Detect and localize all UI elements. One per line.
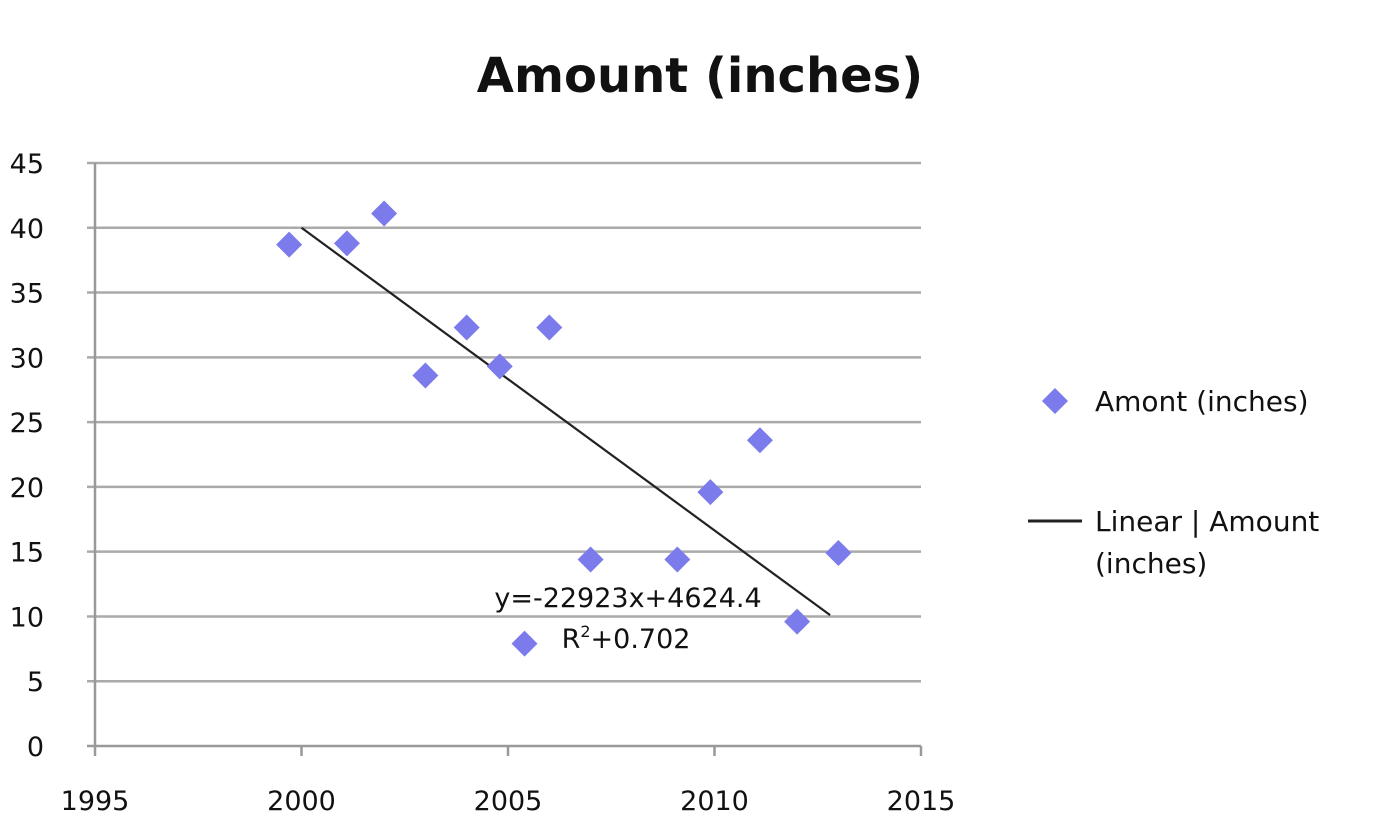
y-tick-label-10: 10 bbox=[10, 602, 44, 633]
trendline bbox=[300, 226, 831, 617]
x-tick-label-2015: 2015 bbox=[887, 786, 956, 817]
r-squared-value: +0.702 bbox=[591, 624, 691, 655]
y-tick-label-35: 35 bbox=[10, 279, 44, 310]
y-tick-label-20: 20 bbox=[10, 473, 44, 504]
y-tick-label-45: 45 bbox=[10, 149, 44, 180]
trendline-layer bbox=[300, 226, 831, 617]
chart-title: Amount (inches) bbox=[477, 48, 923, 104]
data-point-9 bbox=[664, 546, 691, 573]
x-axis-tick-labels: 1995 2000 2005 2010 2015 bbox=[61, 786, 956, 817]
x-tick-label-2010: 2010 bbox=[680, 786, 749, 817]
axes bbox=[87, 163, 923, 756]
legend-label-scatter: Amont (inches) bbox=[1095, 385, 1309, 418]
data-point-2 bbox=[371, 200, 398, 227]
data-point-11 bbox=[746, 427, 773, 454]
y-tick-label-25: 25 bbox=[10, 408, 44, 439]
x-tick-label-1995: 1995 bbox=[61, 786, 130, 817]
data-point-13 bbox=[825, 539, 852, 566]
r-squared-label: R2+0.702 bbox=[562, 622, 691, 655]
data-points bbox=[276, 200, 852, 657]
legend-item-trendline: Linear | Amount (inches) bbox=[1028, 505, 1319, 580]
legend-label-trendline-line1: Linear | Amount bbox=[1095, 505, 1319, 538]
r-squared-prefix: R bbox=[562, 624, 581, 655]
y-tick-label-30: 30 bbox=[10, 343, 44, 374]
trendline-equation: y=-22923x+4624.4 bbox=[494, 583, 761, 614]
data-point-5 bbox=[486, 353, 513, 380]
data-point-8 bbox=[577, 546, 604, 573]
data-point-12 bbox=[784, 608, 811, 635]
legend-item-scatter: Amont (inches) bbox=[1042, 385, 1309, 418]
data-point-1 bbox=[333, 230, 360, 257]
y-axis-tick-labels: 0 5 10 15 20 25 30 35 40 45 bbox=[10, 149, 44, 763]
data-point-7 bbox=[536, 314, 563, 341]
data-point-10 bbox=[697, 479, 724, 506]
legend: Amont (inches) Linear | Amount (inches) bbox=[1028, 385, 1319, 580]
x-tick-label-2000: 2000 bbox=[267, 786, 336, 817]
diamond-marker-icon bbox=[1042, 388, 1068, 414]
y-tick-label-40: 40 bbox=[10, 214, 44, 245]
y-tick-label-15: 15 bbox=[10, 538, 44, 569]
data-point-0 bbox=[276, 231, 303, 258]
data-point-6 bbox=[511, 630, 538, 657]
legend-label-trendline-line2: (inches) bbox=[1095, 547, 1207, 580]
x-tick-label-2005: 2005 bbox=[474, 786, 543, 817]
data-point-3 bbox=[412, 362, 439, 389]
grid-lines bbox=[87, 161, 921, 683]
y-tick-label-5: 5 bbox=[27, 667, 44, 698]
y-tick-label-0: 0 bbox=[27, 732, 44, 763]
data-point-4 bbox=[453, 314, 480, 341]
r-squared-superscript: 2 bbox=[580, 622, 590, 641]
